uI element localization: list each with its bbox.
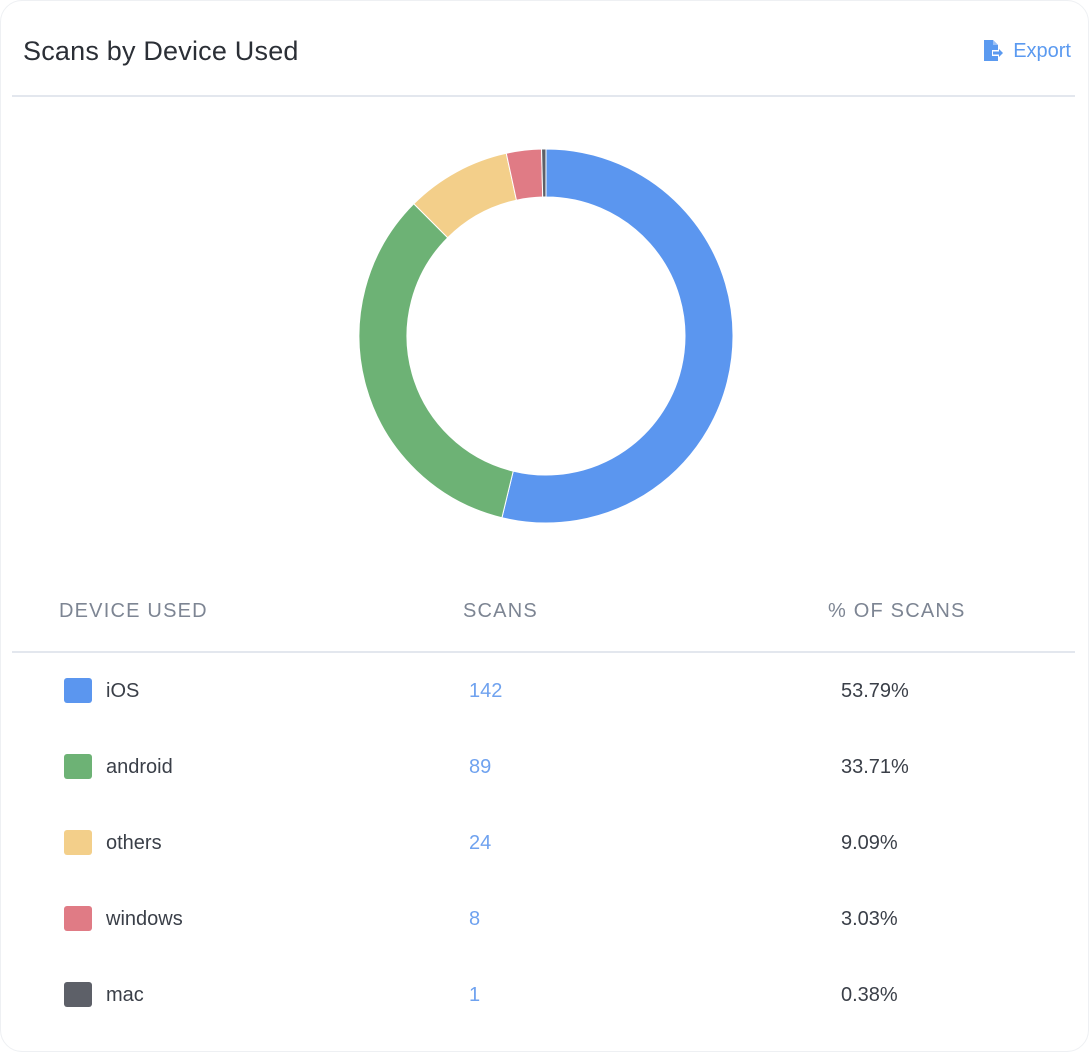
scans-count-link[interactable]: 8 <box>469 908 481 930</box>
scans-percent: 53.79% <box>841 680 909 702</box>
scans-percent: 3.03% <box>841 908 898 930</box>
donut-slice-android[interactable] <box>358 203 514 519</box>
table-row: android 89 33.71% <box>1 729 1088 805</box>
table-row: iOS 142 53.79% <box>1 653 1088 729</box>
donut-slice-mac[interactable] <box>541 148 547 198</box>
device-name: android <box>106 756 173 778</box>
legend-swatch <box>64 678 92 703</box>
scans-count-link[interactable]: 89 <box>469 756 492 778</box>
export-button[interactable]: Export <box>980 37 1071 65</box>
legend-swatch <box>64 906 92 931</box>
device-name: others <box>106 832 162 854</box>
donut-chart <box>358 148 734 524</box>
donut-slice-ios[interactable] <box>501 148 734 524</box>
device-name: windows <box>106 908 183 930</box>
header-divider <box>12 95 1075 97</box>
table-body: iOS 142 53.79% android 89 33.71% others … <box>1 653 1088 1033</box>
device-name: iOS <box>106 680 140 702</box>
legend-swatch <box>64 754 92 779</box>
table-header: DEVICE USED SCANS % OF SCANS <box>1 597 1088 627</box>
file-export-icon <box>984 40 1004 61</box>
table-header-divider <box>12 651 1075 653</box>
scans-percent: 33.71% <box>841 756 909 778</box>
scans-percent: 0.38% <box>841 984 898 1006</box>
scans-count-link[interactable]: 142 <box>469 680 503 702</box>
column-header-device: DEVICE USED <box>59 600 208 622</box>
table-row: windows 8 3.03% <box>1 881 1088 957</box>
scans-percent: 9.09% <box>841 832 898 854</box>
column-header-percent: % OF SCANS <box>828 600 966 622</box>
legend-swatch <box>64 830 92 855</box>
scans-count-link[interactable]: 1 <box>469 984 481 1006</box>
table-row: others 24 9.09% <box>1 805 1088 881</box>
export-label: Export <box>1013 40 1071 62</box>
card-header: Scans by Device Used Export <box>1 1 1088 97</box>
card-title: Scans by Device Used <box>23 36 299 66</box>
scans-count-link[interactable]: 24 <box>469 832 492 854</box>
device-name: mac <box>106 984 144 1006</box>
column-header-scans: SCANS <box>463 600 538 622</box>
legend-swatch <box>64 982 92 1007</box>
table-row: mac 1 0.38% <box>1 957 1088 1033</box>
